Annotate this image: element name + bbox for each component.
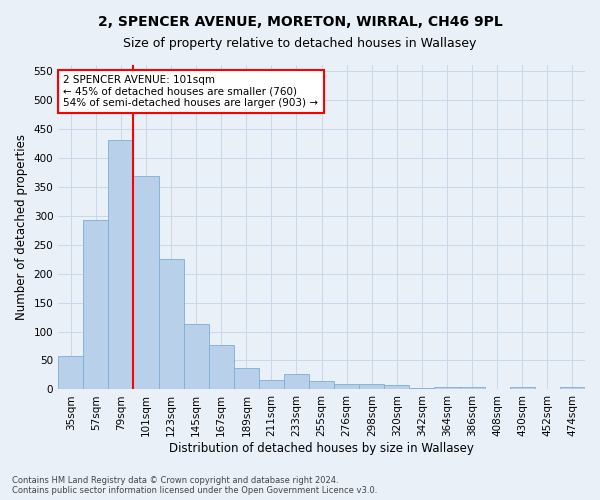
Bar xyxy=(560,387,585,390)
Bar xyxy=(133,176,158,390)
Bar xyxy=(460,386,485,390)
Bar xyxy=(359,384,385,390)
Bar xyxy=(83,220,109,390)
Bar xyxy=(158,258,184,390)
Text: 2, SPENCER AVENUE, MORETON, WIRRAL, CH46 9PL: 2, SPENCER AVENUE, MORETON, WIRRAL, CH46… xyxy=(98,15,502,29)
Bar xyxy=(409,388,434,390)
Bar xyxy=(109,140,133,390)
Bar xyxy=(284,374,309,390)
Bar xyxy=(184,324,209,390)
Text: Size of property relative to detached houses in Wallasey: Size of property relative to detached ho… xyxy=(124,38,476,51)
Bar xyxy=(309,381,334,390)
Bar xyxy=(510,386,535,390)
X-axis label: Distribution of detached houses by size in Wallasey: Distribution of detached houses by size … xyxy=(169,442,474,455)
Bar xyxy=(58,356,83,390)
Text: 2 SPENCER AVENUE: 101sqm
← 45% of detached houses are smaller (760)
54% of semi-: 2 SPENCER AVENUE: 101sqm ← 45% of detach… xyxy=(64,74,319,108)
Bar xyxy=(334,384,359,390)
Bar xyxy=(209,346,234,390)
Bar xyxy=(385,386,409,390)
Text: Contains HM Land Registry data © Crown copyright and database right 2024.
Contai: Contains HM Land Registry data © Crown c… xyxy=(12,476,377,495)
Bar xyxy=(259,380,284,390)
Y-axis label: Number of detached properties: Number of detached properties xyxy=(15,134,28,320)
Bar xyxy=(434,386,460,390)
Bar xyxy=(234,368,259,390)
